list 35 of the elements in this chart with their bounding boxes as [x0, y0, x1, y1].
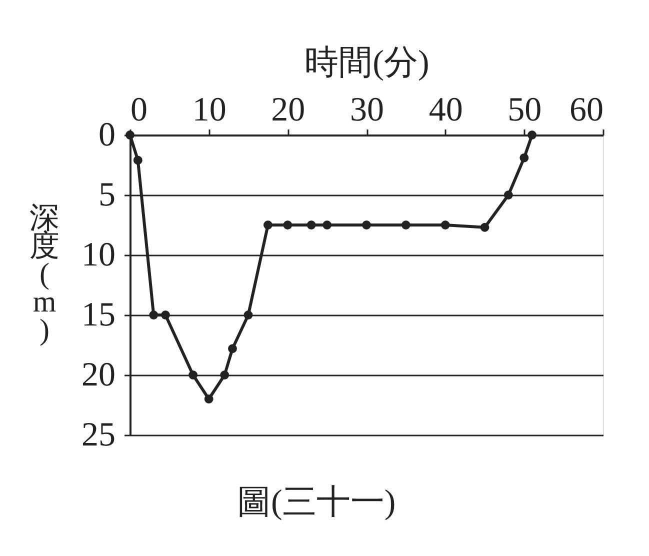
point — [244, 310, 253, 320]
point — [520, 153, 529, 162]
y-tick-label: 10 — [82, 236, 116, 274]
point — [149, 310, 158, 320]
x-tick-label: 50 — [508, 92, 542, 128]
point — [228, 344, 237, 354]
point — [263, 220, 272, 230]
point — [440, 220, 450, 230]
point — [362, 220, 371, 230]
x-tick-label: 30 — [350, 92, 384, 128]
y-axis-title: 深度(m) — [30, 202, 60, 346]
y-tick-label: 25 — [82, 416, 116, 454]
text: 圖(三十一) — [237, 484, 396, 521]
point — [133, 156, 142, 165]
x-tick-label: 40 — [428, 92, 463, 128]
y-tick-label: 0 — [98, 116, 116, 154]
point — [504, 190, 513, 200]
point — [480, 222, 490, 232]
point — [188, 370, 198, 380]
point — [283, 220, 292, 230]
y-tick-label: 5 — [98, 176, 116, 214]
x-tick-label: 60 — [570, 92, 604, 128]
point — [401, 220, 410, 230]
x-axis-title: 時間(分) — [304, 44, 430, 82]
point — [306, 220, 316, 230]
y-tick-label: 15 — [82, 296, 116, 334]
x-tick-label: 10 — [192, 92, 226, 128]
x-tick-label: 0 — [130, 92, 148, 128]
point — [204, 394, 214, 404]
point — [161, 310, 170, 320]
point — [220, 370, 230, 380]
point — [528, 130, 537, 140]
x-tick-label: 20 — [271, 92, 306, 128]
y-tick-label: 20 — [82, 356, 116, 394]
point — [322, 220, 332, 230]
